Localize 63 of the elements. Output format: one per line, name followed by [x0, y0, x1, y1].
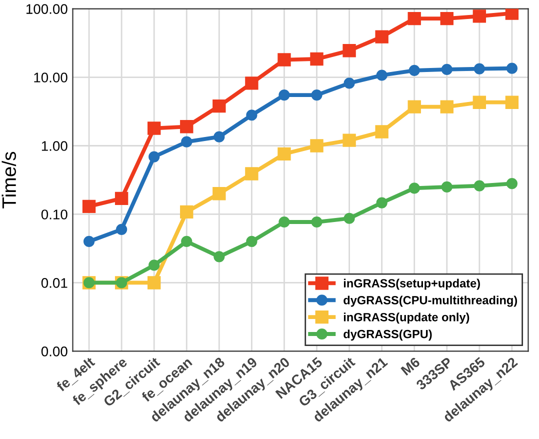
point — [245, 76, 258, 90]
point — [375, 30, 388, 44]
point — [441, 181, 452, 193]
y-axis-title: Time/s — [2, 152, 16, 208]
point — [214, 131, 225, 142]
point — [506, 62, 518, 74]
y-tick-label: 0.00 — [41, 346, 68, 356]
point — [114, 192, 128, 206]
point — [278, 216, 290, 228]
point — [474, 180, 485, 192]
point — [506, 178, 518, 190]
point — [505, 8, 519, 20]
point — [246, 110, 258, 121]
y-tick-label: 0.01 — [41, 278, 68, 288]
point — [181, 136, 192, 148]
point — [278, 147, 291, 161]
legend-label: dyGRASS(GPU) — [344, 330, 432, 341]
point — [278, 89, 290, 101]
point — [344, 78, 355, 89]
point — [472, 96, 486, 109]
y-tick-label: 1.00 — [42, 141, 68, 151]
y-tick-label: 10.00 — [34, 72, 68, 82]
point — [344, 212, 355, 224]
legend-label: inGRASS(update only) — [344, 312, 470, 324]
point — [180, 120, 194, 134]
point — [83, 236, 95, 248]
point — [180, 205, 194, 219]
point — [408, 100, 421, 114]
point — [311, 216, 322, 228]
point — [310, 139, 324, 152]
point — [148, 122, 161, 135]
point — [375, 125, 388, 138]
point — [376, 70, 388, 81]
point — [310, 52, 324, 66]
point — [148, 151, 160, 162]
point — [440, 100, 454, 114]
point — [311, 89, 322, 101]
point — [278, 53, 291, 66]
point — [474, 63, 485, 74]
point — [408, 182, 420, 194]
point — [408, 12, 421, 26]
point — [408, 64, 420, 76]
point — [472, 10, 486, 23]
point — [148, 260, 160, 271]
point — [376, 197, 388, 208]
point — [505, 96, 519, 109]
point — [441, 64, 452, 76]
legend-label: dyGRASS(CPU-multithreading) — [344, 296, 518, 307]
point — [440, 12, 454, 26]
point — [342, 134, 356, 147]
point — [342, 44, 356, 58]
point — [148, 276, 161, 290]
y-tick-label: 0.10 — [41, 210, 68, 220]
point — [181, 236, 192, 248]
point — [214, 251, 225, 262]
point — [246, 236, 258, 248]
point — [82, 200, 96, 214]
legend-label: inGRASS(setup+update) — [344, 278, 480, 290]
point — [245, 167, 258, 180]
point — [212, 99, 226, 113]
y-tick-label: 100.00 — [26, 4, 68, 14]
point — [212, 187, 226, 200]
point — [116, 224, 128, 235]
